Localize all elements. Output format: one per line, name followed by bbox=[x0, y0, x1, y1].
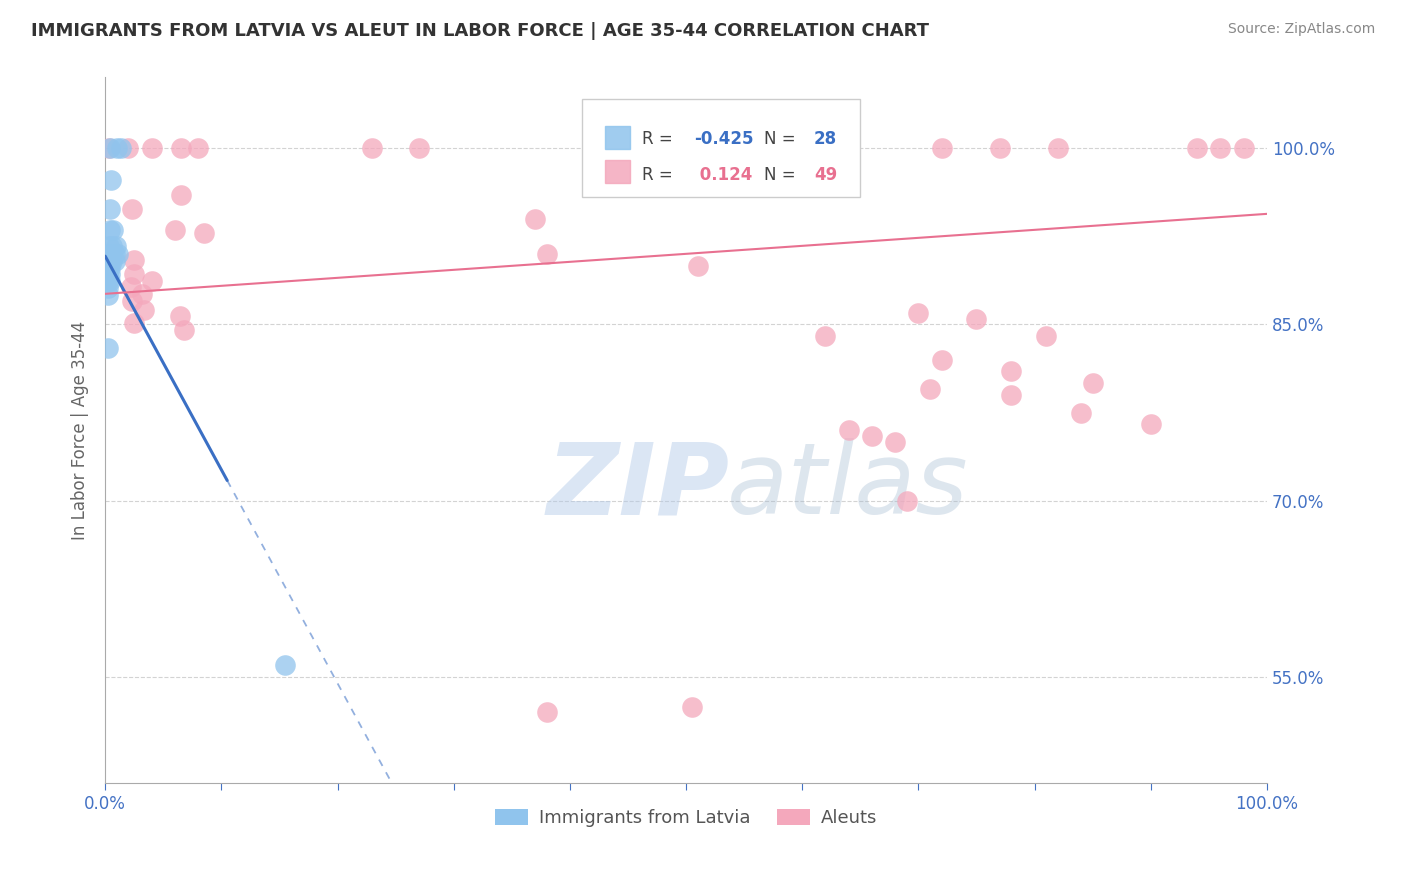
Point bbox=[1185, 141, 1208, 155]
Point bbox=[524, 211, 547, 226]
Point bbox=[838, 423, 860, 437]
Point bbox=[98, 223, 121, 237]
Point bbox=[931, 141, 953, 155]
Point bbox=[122, 267, 145, 281]
Point bbox=[1209, 141, 1232, 155]
Point bbox=[1000, 388, 1022, 402]
Point bbox=[193, 226, 215, 240]
Point bbox=[173, 323, 195, 337]
Legend: Immigrants from Latvia, Aleuts: Immigrants from Latvia, Aleuts bbox=[488, 801, 884, 834]
Point bbox=[169, 309, 191, 323]
Point bbox=[100, 173, 122, 187]
Point bbox=[96, 247, 118, 261]
Point bbox=[120, 279, 142, 293]
Point bbox=[170, 141, 193, 155]
Point bbox=[536, 706, 558, 720]
Point bbox=[96, 267, 118, 281]
Point bbox=[96, 288, 118, 302]
Point bbox=[536, 247, 558, 261]
Point bbox=[814, 329, 837, 343]
FancyBboxPatch shape bbox=[605, 126, 630, 150]
Point bbox=[103, 247, 125, 261]
Text: R =: R = bbox=[643, 166, 678, 184]
Point bbox=[122, 316, 145, 330]
Point bbox=[187, 141, 209, 155]
Point bbox=[105, 141, 128, 155]
Point bbox=[1139, 417, 1161, 432]
Point bbox=[110, 141, 132, 155]
Point bbox=[96, 341, 118, 355]
Point bbox=[681, 699, 703, 714]
Point bbox=[966, 311, 988, 326]
Point bbox=[1035, 329, 1057, 343]
Text: atlas: atlas bbox=[727, 438, 969, 535]
FancyBboxPatch shape bbox=[605, 160, 630, 183]
Point bbox=[103, 253, 125, 268]
Text: 0.124: 0.124 bbox=[695, 166, 752, 184]
Point bbox=[918, 382, 941, 396]
Point bbox=[170, 188, 193, 202]
Text: R =: R = bbox=[643, 130, 678, 148]
Point bbox=[132, 303, 155, 318]
Point bbox=[96, 281, 118, 295]
Text: 28: 28 bbox=[814, 130, 837, 148]
Point bbox=[97, 141, 120, 155]
Text: -0.425: -0.425 bbox=[695, 130, 754, 148]
Point bbox=[838, 141, 860, 155]
Point bbox=[96, 274, 118, 288]
FancyBboxPatch shape bbox=[582, 99, 860, 197]
Point bbox=[163, 223, 186, 237]
Point bbox=[107, 247, 129, 261]
Point bbox=[96, 260, 118, 275]
Text: 49: 49 bbox=[814, 166, 837, 184]
Point bbox=[101, 253, 124, 268]
Point bbox=[1070, 406, 1092, 420]
Point bbox=[98, 260, 121, 275]
Point bbox=[121, 202, 143, 216]
Point bbox=[103, 223, 125, 237]
Point bbox=[408, 141, 430, 155]
Point bbox=[988, 141, 1011, 155]
Text: N =: N = bbox=[763, 130, 801, 148]
Point bbox=[931, 352, 953, 367]
Point bbox=[98, 253, 121, 268]
Point bbox=[104, 238, 127, 252]
Point bbox=[131, 286, 153, 301]
Point bbox=[686, 141, 709, 155]
Point bbox=[97, 238, 120, 252]
Point bbox=[1081, 376, 1104, 391]
Point bbox=[361, 141, 384, 155]
Point bbox=[686, 259, 709, 273]
Text: IMMIGRANTS FROM LATVIA VS ALEUT IN LABOR FORCE | AGE 35-44 CORRELATION CHART: IMMIGRANTS FROM LATVIA VS ALEUT IN LABOR… bbox=[31, 22, 929, 40]
Point bbox=[1000, 364, 1022, 378]
Text: N =: N = bbox=[763, 166, 801, 184]
Point bbox=[896, 493, 918, 508]
Point bbox=[122, 252, 145, 267]
Text: ZIP: ZIP bbox=[547, 438, 730, 535]
Point bbox=[884, 435, 907, 450]
Point bbox=[121, 293, 143, 308]
Point bbox=[1046, 141, 1069, 155]
Point bbox=[98, 267, 121, 281]
Point bbox=[98, 202, 121, 216]
Point bbox=[100, 247, 122, 261]
Y-axis label: In Labor Force | Age 35-44: In Labor Force | Age 35-44 bbox=[72, 321, 89, 540]
Point bbox=[274, 658, 297, 673]
Point bbox=[860, 429, 883, 443]
Point bbox=[141, 141, 163, 155]
Point bbox=[101, 238, 124, 252]
Point bbox=[98, 274, 121, 288]
Point bbox=[117, 141, 139, 155]
Point bbox=[98, 141, 121, 155]
Point bbox=[141, 274, 163, 288]
Point bbox=[907, 305, 929, 319]
Point bbox=[96, 253, 118, 268]
Text: Source: ZipAtlas.com: Source: ZipAtlas.com bbox=[1227, 22, 1375, 37]
Point bbox=[1233, 141, 1256, 155]
